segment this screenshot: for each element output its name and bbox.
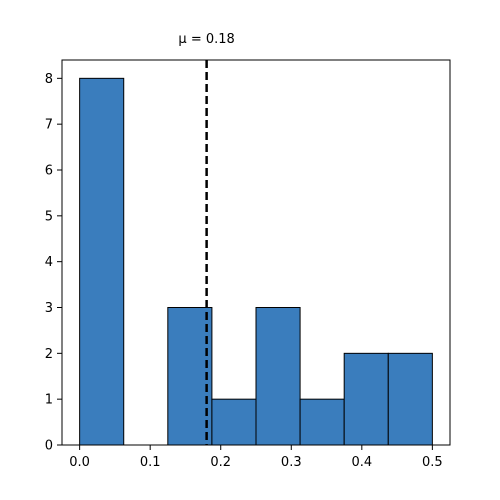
y-tick-label: 8 — [45, 72, 53, 87]
histogram-bar — [211, 398, 257, 446]
x-tick-label: 0.4 — [351, 455, 372, 470]
y-tick-label: 3 — [45, 301, 53, 316]
y-tick-label: 4 — [45, 255, 53, 270]
bars-layer — [79, 77, 433, 446]
x-tick-label: 0.0 — [69, 455, 90, 470]
mean-annotation: μ = 0.18 — [178, 32, 234, 47]
histogram-bar — [299, 398, 345, 446]
y-tick-label: 1 — [45, 393, 53, 408]
x-axis-ticks: 0.0 0.1 0.2 0.3 0.4 0.5 — [69, 445, 443, 470]
x-tick-label: 0.5 — [422, 455, 443, 470]
y-tick-label: 0 — [45, 439, 53, 454]
histogram-bar — [387, 352, 433, 446]
y-axis-ticks: 0 1 2 3 4 5 6 7 8 — [45, 72, 62, 454]
plot-frame — [61, 59, 451, 446]
y-tick-label: 2 — [45, 347, 53, 362]
histogram-bar — [343, 352, 389, 446]
y-tick-label: 6 — [45, 164, 53, 179]
x-tick-label: 0.3 — [281, 455, 302, 470]
histogram-bar — [167, 307, 213, 446]
x-tick-label: 0.1 — [140, 455, 161, 470]
histogram-bar — [255, 307, 301, 446]
y-tick-label: 5 — [45, 209, 53, 224]
histogram-bar — [79, 77, 125, 446]
y-tick-label: 7 — [45, 118, 53, 133]
x-tick-label: 0.2 — [210, 455, 231, 470]
